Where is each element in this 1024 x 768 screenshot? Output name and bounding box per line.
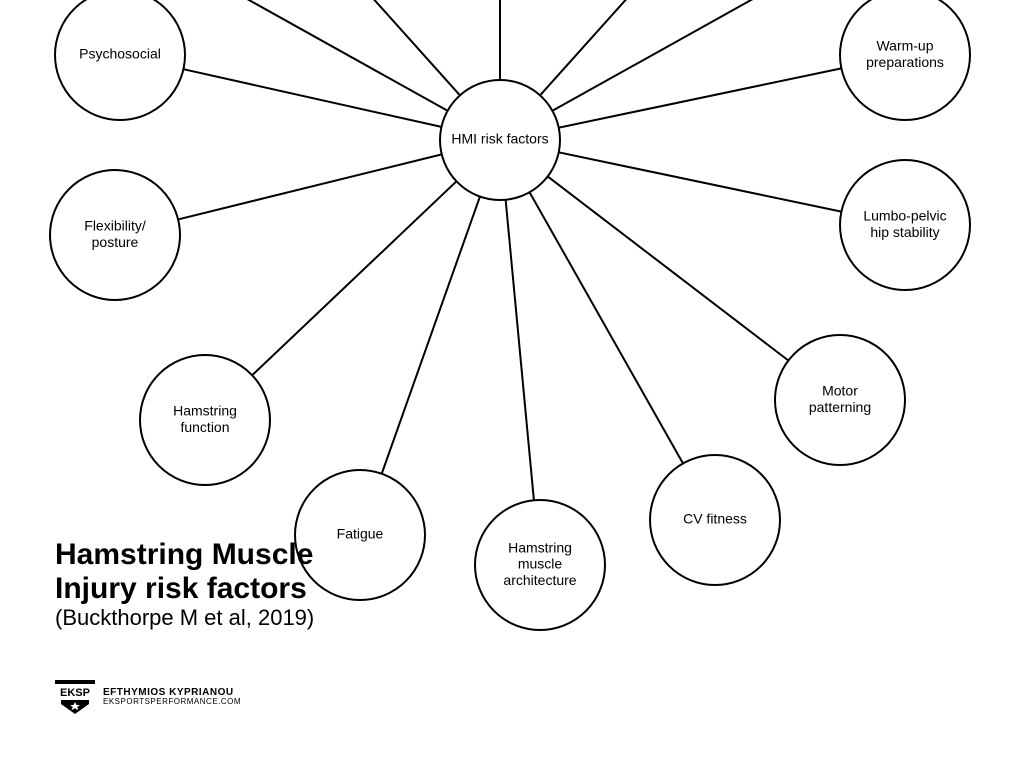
diagram-edge bbox=[506, 200, 534, 501]
node-label: muscle bbox=[518, 556, 563, 572]
node-label: Flexibility/ bbox=[84, 218, 146, 234]
node-label: Hamstring bbox=[173, 403, 237, 419]
node-label: Lumbo-pelvic bbox=[863, 208, 946, 224]
title-citation: (Buckthorpe M et al, 2019) bbox=[55, 605, 314, 631]
node-label: patterning bbox=[809, 399, 871, 415]
node-psychosocial: Psychosocial bbox=[55, 0, 185, 120]
node-label: CV fitness bbox=[683, 511, 747, 527]
logo-text: EFTHYMIOS KYPRIANOU EKSPORTSPERFORMANCE.… bbox=[103, 688, 241, 707]
diagram-edge bbox=[540, 0, 630, 95]
node-label: hip stability bbox=[870, 224, 939, 240]
node-motor: Motorpatterning bbox=[775, 335, 905, 465]
node-fatigue: Fatigue bbox=[295, 470, 425, 600]
node-hamfunction: Hamstringfunction bbox=[140, 355, 270, 485]
node-cvfitness: CV fitness bbox=[650, 455, 780, 585]
title-line-1: Hamstring Muscle bbox=[55, 538, 314, 572]
node-flexibility: Flexibility/posture bbox=[50, 170, 180, 300]
diagram-edge bbox=[183, 69, 441, 127]
diagram-edge bbox=[530, 192, 683, 463]
node-label: Fatigue bbox=[337, 526, 384, 542]
node-hmi: HMI risk factors bbox=[440, 80, 560, 200]
node-label: Motor bbox=[822, 383, 858, 399]
diagram-edge bbox=[370, 0, 460, 95]
title-block: Hamstring Muscle Injury risk factors (Bu… bbox=[55, 538, 314, 631]
hmi-risk-factors-diagram: Psychosocial Flexibility/posture Hamstring… bbox=[0, 0, 1024, 768]
node-label: architecture bbox=[503, 572, 576, 588]
diagram-edge bbox=[559, 152, 842, 211]
node-architecture: Hamstringmusclearchitecture bbox=[475, 500, 605, 630]
logo-mark: EKSP bbox=[55, 680, 95, 714]
node-warmup: Warm-uppreparations bbox=[840, 0, 970, 120]
logo-block: EKSP EFTHYMIOS KYPRIANOU EKSPORTSPERFORM… bbox=[55, 680, 241, 714]
logo-mark-text: EKSP bbox=[60, 687, 90, 699]
node-label: Warm-up bbox=[876, 38, 933, 54]
node-label: Psychosocial bbox=[79, 46, 161, 62]
node-lumbopelvic: Lumbo-pelvichip stability bbox=[840, 160, 970, 290]
node-label: posture bbox=[92, 234, 139, 250]
logo-url: EKSPORTSPERFORMANCE.COM bbox=[103, 698, 241, 706]
diagram-edge bbox=[240, 0, 448, 111]
diagram-edge bbox=[552, 0, 760, 111]
node-label: HMI risk factors bbox=[451, 131, 548, 147]
node-label: preparations bbox=[866, 54, 944, 70]
diagram-edge bbox=[178, 154, 442, 219]
diagram-edge bbox=[252, 181, 456, 375]
node-label: function bbox=[180, 419, 229, 435]
diagram-edge bbox=[559, 68, 842, 127]
diagram-edge bbox=[548, 176, 789, 360]
title-line-2: Injury risk factors bbox=[55, 572, 314, 606]
node-label: Hamstring bbox=[508, 540, 572, 556]
